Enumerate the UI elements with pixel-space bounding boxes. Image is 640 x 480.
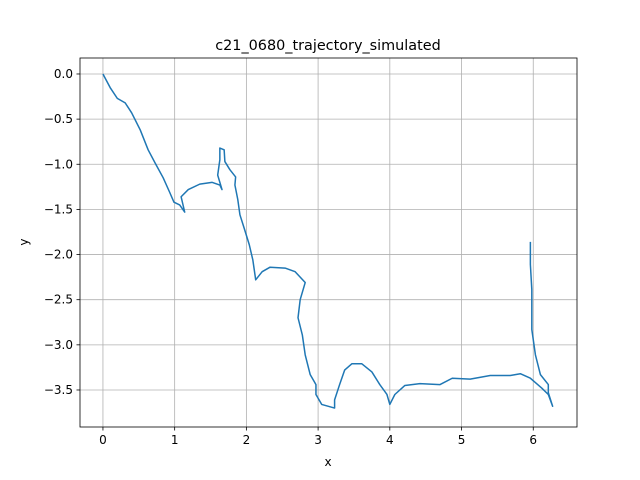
y-tick-label: −2.0	[44, 248, 73, 262]
x-tick-label: 6	[529, 433, 537, 447]
x-tick-label: 4	[386, 433, 394, 447]
x-tick-label: 0	[99, 433, 107, 447]
plot-frame	[79, 57, 578, 428]
y-tick-label: −3.0	[44, 338, 73, 352]
y-tick-label: −3.5	[44, 383, 73, 397]
y-tick-label: −0.5	[44, 112, 73, 126]
x-tick-label: 2	[243, 433, 251, 447]
x-axis-label: x	[324, 455, 331, 469]
x-tick-label: 3	[314, 433, 322, 447]
x-tick-label: 1	[171, 433, 179, 447]
y-tick-label: −1.5	[44, 202, 73, 216]
y-tick-label: −2.5	[44, 293, 73, 307]
trajectory-line	[102, 73, 554, 409]
x-tick-label: 5	[458, 433, 466, 447]
y-axis-label: y	[17, 238, 31, 245]
chart-title: c21_0680_trajectory_simulated	[215, 38, 441, 54]
y-tick-label: 0.0	[54, 67, 73, 81]
y-tick-label: −1.0	[44, 157, 73, 171]
